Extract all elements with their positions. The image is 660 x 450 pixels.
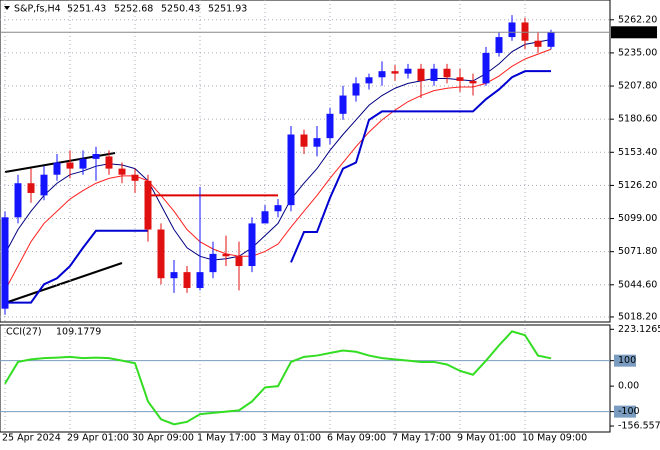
candle-body <box>131 174 139 181</box>
level-box <box>614 354 636 367</box>
candle-body <box>274 205 282 212</box>
last-price-box <box>611 26 657 39</box>
candle-body <box>1 217 9 309</box>
y-tick-label: 5180.60 <box>618 114 657 125</box>
level-box <box>614 405 636 418</box>
candle-body <box>27 183 35 193</box>
candle-body <box>261 211 269 224</box>
x-tick-label: 1 May 17:00 <box>197 433 256 444</box>
candle-body <box>79 158 87 169</box>
last-price-label: 5251.93 <box>618 27 657 38</box>
cci-frame <box>0 324 611 433</box>
candle-body <box>157 229 165 279</box>
y-tick-label: 223.1265 <box>618 324 660 335</box>
candle-body <box>417 68 425 81</box>
candle-body <box>144 180 152 230</box>
y-tick-label: 5126.20 <box>618 180 657 191</box>
candle-body <box>443 68 451 78</box>
y-tick-label: 5235.00 <box>618 47 657 58</box>
candle-body <box>326 113 334 139</box>
candle-body <box>391 71 399 74</box>
candle-body <box>209 253 217 273</box>
candle-body <box>469 80 477 84</box>
y-tick-label: 5099.00 <box>618 213 657 224</box>
header-high: 5252.68 <box>114 4 153 15</box>
candle-body <box>105 156 113 169</box>
y-tick-label: -156.5578 <box>618 421 660 432</box>
indicator-line <box>5 70 551 304</box>
candle-body <box>482 52 490 84</box>
candle-body <box>534 40 542 47</box>
candle-body <box>339 95 347 114</box>
trend-line <box>4 262 123 304</box>
candle-body <box>222 253 230 257</box>
header-low: 5250.43 <box>161 4 200 15</box>
x-tick-label: 30 Apr 09:00 <box>132 433 194 444</box>
candle-body <box>495 37 503 53</box>
y-tick-label: 100 <box>618 355 636 366</box>
header-open: 5251.43 <box>67 4 106 15</box>
x-tick-label: 9 May 01:00 <box>457 433 516 444</box>
candle-body <box>66 162 74 169</box>
x-tick-label: 7 May 17:00 <box>392 433 451 444</box>
x-tick-label: 3 May 01:00 <box>262 433 321 444</box>
candle-body <box>196 272 204 288</box>
y-tick-label: 5018.20 <box>618 311 657 322</box>
indicator-line <box>4 39 552 261</box>
x-tick-label: 10 May 09:00 <box>522 433 587 444</box>
y-tick-label: 5207.80 <box>618 81 657 92</box>
candle-body <box>287 134 295 206</box>
candle-body <box>118 168 126 175</box>
x-tick-label: 25 Apr 2024 <box>2 433 61 444</box>
candle-body <box>92 153 100 159</box>
candle-body <box>248 223 256 267</box>
candle-body <box>300 134 308 147</box>
x-tick-label: 6 May 09:00 <box>327 433 386 444</box>
candle-body <box>53 162 61 175</box>
cci-value: 109.1779 <box>56 327 101 338</box>
x-tick-label: 29 Apr 01:00 <box>67 433 129 444</box>
symbol: S&P,fs,H4 <box>14 4 61 15</box>
candle-body <box>183 272 191 288</box>
y-tick-label: -100 <box>618 406 640 417</box>
candle-body <box>313 138 321 147</box>
candle-body <box>404 68 412 74</box>
menu-icon[interactable] <box>4 6 10 10</box>
y-tick-label: 5071.80 <box>618 246 657 257</box>
candle-body <box>456 77 464 81</box>
candle-body <box>378 71 386 78</box>
candle-body <box>14 183 22 218</box>
y-tick-label: 5262.20 <box>618 14 657 25</box>
candle-body <box>170 272 178 279</box>
candle-body <box>365 77 373 84</box>
candle-body <box>547 32 555 47</box>
cci-name: CCI(27) <box>6 327 42 338</box>
candle-body <box>352 83 360 96</box>
candle-body <box>430 68 438 81</box>
candle-body <box>521 22 529 41</box>
y-tick-label: 0.00 <box>618 381 639 392</box>
candle-body <box>40 174 48 196</box>
candle-body <box>508 22 516 38</box>
cci-line <box>4 330 552 426</box>
candle-body <box>235 256 243 267</box>
header-close: 5251.93 <box>208 4 247 15</box>
y-tick-label: 5044.60 <box>618 279 657 290</box>
main-frame <box>0 0 611 323</box>
y-tick-label: 5153.40 <box>618 147 657 158</box>
